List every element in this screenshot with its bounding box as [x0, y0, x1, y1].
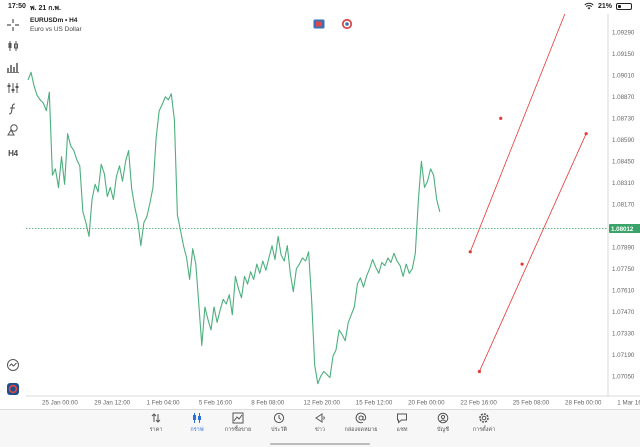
x-tick-label: 20 Feb 00:00: [408, 400, 445, 407]
y-tick-label: 1.08870: [612, 94, 635, 101]
nav-settings-label: การตั้งค่า: [472, 427, 496, 433]
channel-anchor-point: [499, 116, 503, 120]
current-price-label: 1.08012: [611, 226, 634, 233]
function-icon[interactable]: [5, 101, 21, 117]
y-tick-label: 1.07330: [612, 330, 635, 337]
y-tick-label: 1.09150: [612, 51, 635, 58]
channel-anchor-point: [520, 262, 524, 266]
nav-trade[interactable]: การซื้อขาย: [218, 412, 258, 434]
nav-settings[interactable]: การตั้งค่า: [464, 412, 504, 434]
y-tick-label: 1.07470: [612, 309, 635, 316]
chart-top-icons: [313, 18, 353, 30]
channel-anchor-point: [468, 250, 472, 254]
channel-anchor-point: [584, 132, 588, 136]
candlestick-icon[interactable]: [5, 38, 21, 54]
battery-percent: 21%: [597, 2, 612, 10]
chart-icon: [193, 413, 201, 423]
nav-trade-label: การซื้อขาย: [224, 427, 252, 433]
nav-chart[interactable]: กราฟ: [177, 412, 217, 434]
bottom-nav: ราคา กราฟ การซื้อขาย ประวัติ ข่าว กล่องจ…: [0, 409, 640, 447]
x-tick-label: 12 Feb 20:00: [304, 400, 341, 407]
mailbox-icon: [355, 412, 367, 424]
nav-chat[interactable]: แชท: [382, 412, 422, 434]
current-price-badge: [609, 223, 640, 233]
x-tick-label: 8 Feb 08:00: [251, 400, 285, 407]
home-indicator: [270, 443, 370, 445]
status-bar: 17:50 พ. 21 ก.พ. 21%: [0, 0, 640, 14]
nav-quotes[interactable]: ราคา: [136, 412, 176, 434]
nav-mailbox[interactable]: กล่องจดหมาย: [341, 412, 381, 434]
trade-icon: [232, 412, 244, 424]
channel-anchor-point: [477, 369, 481, 374]
chart-toolbar: H4: [0, 14, 26, 409]
chart-symbol-description: Euro vs US Dollar: [30, 26, 82, 33]
status-right: 21%: [584, 2, 632, 10]
x-tick-label: 1 Feb 04:00: [147, 400, 181, 407]
status-time: 17:50: [8, 3, 26, 10]
nav-account-label: บัญชี: [437, 427, 449, 433]
y-tick-label: 1.09290: [612, 30, 635, 37]
y-tick-label: 1.07750: [612, 266, 635, 273]
y-tick-label: 1.09010: [612, 73, 635, 80]
y-tick-label: 1.07190: [612, 352, 635, 359]
brand-ring-icon[interactable]: [341, 18, 353, 30]
x-tick-label: 22 Feb 16:00: [460, 400, 497, 407]
search-chart-icon[interactable]: [5, 357, 21, 373]
chart-symbol: EURUSDm • H4: [30, 17, 78, 24]
status-date: พ. 21 ก.พ.: [30, 5, 61, 12]
y-tick-label: 1.08730: [612, 116, 635, 123]
y-tick-label: 1.08590: [612, 137, 635, 144]
account-icon: [437, 412, 449, 424]
nav-account[interactable]: บัญชี: [423, 412, 463, 434]
x-tick-label: 29 Jan 12:00: [94, 400, 130, 407]
exness-logo-icon[interactable]: [5, 381, 21, 397]
x-tick-label: 25 Jan 00:00: [42, 400, 78, 407]
y-tick-label: 1.07890: [612, 244, 635, 251]
buy-sell-icon[interactable]: [313, 19, 325, 29]
nav-chart-label: กราฟ: [190, 427, 204, 433]
nav-mailbox-label: กล่องจดหมาย: [344, 427, 378, 433]
x-tick-label: 1 Mar 16:0: [617, 400, 640, 407]
nav-news-label: ข่าว: [315, 427, 325, 433]
x-tick-label: 15 Feb 12:00: [356, 400, 393, 407]
wifi-icon: [584, 2, 594, 10]
nav-history[interactable]: ประวัติ: [259, 412, 299, 434]
quotes-icon: [151, 413, 161, 423]
price-line: [27, 71, 441, 385]
y-tick-label: 1.08170: [612, 202, 635, 209]
y-tick-label: 1.08450: [612, 159, 635, 166]
nav-history-label: ประวัติ: [270, 427, 288, 433]
crosshair-icon[interactable]: [5, 17, 21, 33]
news-icon: [315, 413, 325, 423]
history-icon: [273, 412, 285, 424]
channel-line: [469, 13, 566, 252]
indicators-icon[interactable]: [5, 59, 21, 75]
chat-icon: [397, 413, 407, 424]
chart-area[interactable]: 1.09290 1.09150 1.09010 1.08870 1.08730 1.085…: [26, 13, 640, 409]
x-tick-label: 28 Feb 00:00: [565, 400, 602, 407]
nav-chat-label: แชท: [396, 427, 408, 433]
price-chart[interactable]: 1.09290 1.09150 1.09010 1.08870 1.08730 1.085…: [26, 13, 640, 409]
sliders-icon[interactable]: [5, 80, 21, 96]
y-tick-label: 1.07610: [612, 287, 635, 294]
y-tick-label: 1.08310: [612, 180, 635, 187]
timeframe-label[interactable]: H4: [8, 148, 18, 158]
channel-line: [479, 133, 587, 372]
nav-news[interactable]: ข่าว: [300, 412, 340, 434]
x-tick-label: 5 Feb 16:00: [199, 400, 233, 407]
battery-icon: [616, 2, 632, 10]
y-tick-label: 1.07050: [612, 373, 635, 380]
chart-symbol-info: EURUSDm • H4 Euro vs US Dollar: [30, 16, 82, 34]
nav-quotes-label: ราคา: [149, 427, 163, 433]
shapes-icon[interactable]: [5, 122, 21, 138]
x-tick-label: 25 Feb 08:00: [513, 400, 550, 407]
settings-icon: [479, 413, 489, 423]
